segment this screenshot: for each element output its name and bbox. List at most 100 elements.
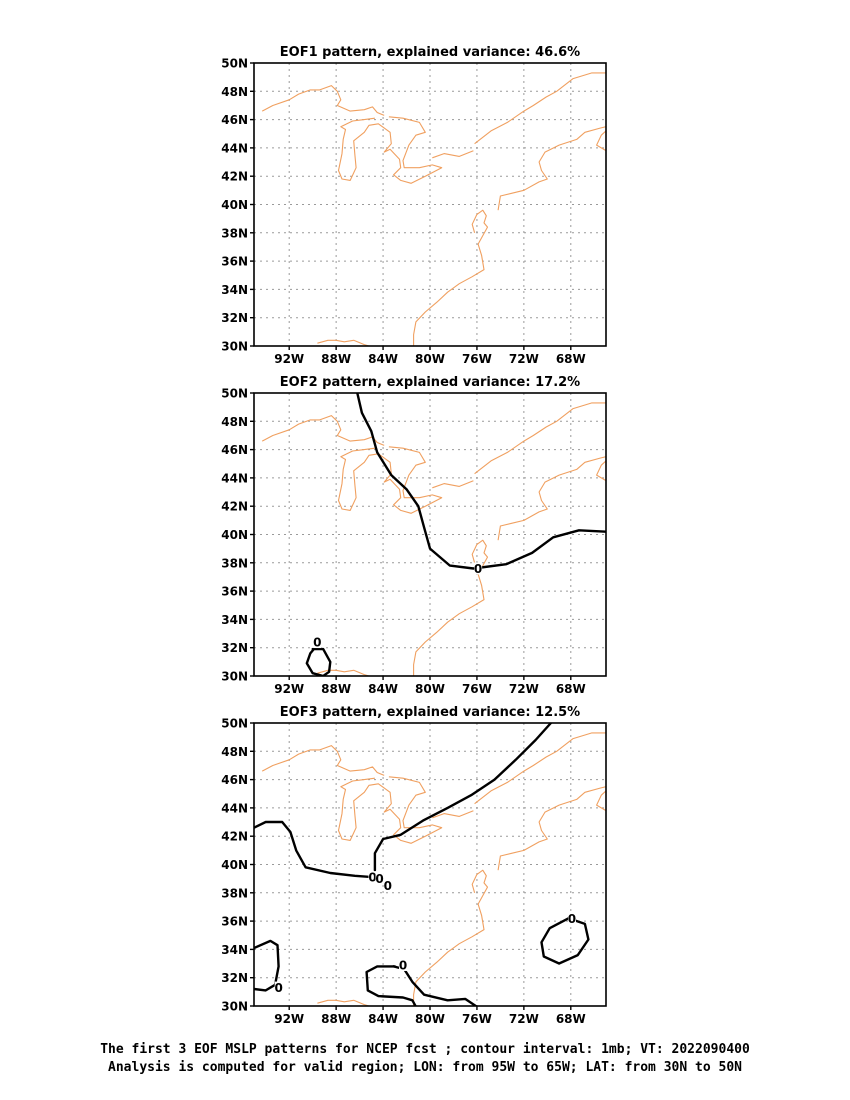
- lon-tick-label: 92W: [274, 682, 304, 696]
- lat-tick-label: 44N: [221, 141, 248, 155]
- eof-panel-2: EOF2 pattern, explained variance: 17.2% 0…: [221, 375, 607, 696]
- contour-line: [540, 917, 590, 965]
- lon-tick-label: 72W: [509, 682, 539, 696]
- coastline: [337, 776, 443, 844]
- lat-tick-label: 30N: [221, 1000, 248, 1014]
- coastline: [432, 810, 474, 819]
- coastline: [261, 415, 385, 446]
- panel-title: EOF3 pattern, explained variance: 12.5%: [280, 705, 580, 720]
- graticule: [254, 62, 606, 347]
- lat-tick-label: 36N: [221, 585, 248, 599]
- lat-tick-label: 38N: [221, 556, 248, 570]
- lat-tick-label: 32N: [221, 641, 248, 655]
- lon-tick-label: 68W: [556, 682, 586, 696]
- contour-label-bg: [474, 562, 483, 575]
- coastline: [596, 130, 606, 152]
- lat-tick-label: 30N: [221, 670, 248, 684]
- lon-tick-label: 84W: [368, 682, 398, 696]
- lon-tick-label: 80W: [415, 352, 445, 366]
- graticule: [254, 392, 606, 677]
- contour-label: 0: [568, 912, 576, 926]
- coastline: [337, 116, 443, 184]
- lat-tick-label: 40N: [221, 198, 248, 212]
- lon-tick-label: 68W: [556, 1012, 586, 1026]
- lat-tick-label: 42N: [221, 830, 248, 844]
- panel-title: EOF2 pattern, explained variance: 17.2%: [280, 375, 580, 390]
- lat-tick-label: 50N: [221, 717, 248, 731]
- lon-tick-label: 92W: [274, 1012, 304, 1026]
- lon-tick-label: 92W: [274, 352, 304, 366]
- contour-label-bg: [399, 958, 408, 971]
- lon-tick-label: 84W: [368, 1012, 398, 1026]
- coastline: [497, 126, 606, 211]
- contour-label: 0: [375, 872, 383, 886]
- lat-tick-label: 48N: [221, 415, 248, 429]
- lat-tick-label: 36N: [221, 915, 248, 929]
- lat-tick-label: 34N: [221, 943, 248, 957]
- contour-label-bg: [313, 636, 322, 649]
- coastline: [413, 869, 489, 1006]
- coastline: [474, 732, 606, 805]
- lat-tick-label: 42N: [221, 500, 248, 514]
- contour-label: 0: [313, 636, 321, 650]
- contour-line: [356, 393, 606, 570]
- coastlines: [261, 402, 606, 676]
- lat-tick-label: 46N: [221, 443, 248, 457]
- lon-tick-label: 72W: [509, 352, 539, 366]
- contour-line: [373, 723, 553, 872]
- contour-line: [365, 965, 417, 1006]
- lat-tick-label: 46N: [221, 773, 248, 787]
- panel-title: EOF1 pattern, explained variance: 46.6%: [280, 45, 580, 60]
- lon-tick-label: 88W: [321, 682, 351, 696]
- coastline: [317, 339, 370, 346]
- eof-panel-3: EOF3 pattern, explained variance: 12.5% 0…: [221, 705, 607, 1026]
- coastline: [317, 999, 370, 1006]
- lat-tick-label: 44N: [221, 801, 248, 815]
- coastline: [432, 150, 474, 159]
- lat-tick-label: 32N: [221, 971, 248, 985]
- contour-label-bg: [368, 871, 377, 884]
- contour-label: 0: [399, 958, 407, 972]
- lat-tick-label: 48N: [221, 745, 248, 759]
- lat-tick-label: 40N: [221, 858, 248, 872]
- graticule: [254, 722, 606, 1007]
- lon-tick-label: 76W: [462, 1012, 492, 1026]
- coastline: [497, 456, 606, 541]
- lon-tick-label: 76W: [462, 682, 492, 696]
- coastline: [261, 85, 385, 116]
- caption-line-1: The first 3 EOF MSLP patterns for NCEP f…: [100, 1042, 750, 1057]
- lat-tick-label: 42N: [221, 170, 248, 184]
- lat-tick-label: 44N: [221, 471, 248, 485]
- contour-label-bg: [383, 879, 392, 892]
- coastlines: [261, 732, 606, 1006]
- contour-label: 0: [274, 981, 282, 995]
- lat-tick-label: 38N: [221, 886, 248, 900]
- contour-label: 0: [384, 879, 392, 893]
- coastline: [497, 786, 606, 871]
- lon-tick-label: 76W: [462, 352, 492, 366]
- coastline: [596, 460, 606, 482]
- contour-line: [305, 643, 332, 676]
- eof-figure: EOF1 pattern, explained variance: 46.6% 5…: [221, 45, 607, 1026]
- lat-tick-label: 34N: [221, 613, 248, 627]
- lat-tick-label: 50N: [221, 387, 248, 401]
- lon-tick-label: 88W: [321, 352, 351, 366]
- coastline: [474, 402, 606, 475]
- coastline: [337, 446, 443, 514]
- coastlines: [261, 72, 606, 346]
- lon-tick-label: 68W: [556, 352, 586, 366]
- lon-tick-label: 88W: [321, 1012, 351, 1026]
- coastline: [317, 669, 370, 676]
- contour-line: [254, 939, 280, 992]
- lat-tick-label: 32N: [221, 311, 248, 325]
- lon-tick-label: 72W: [509, 1012, 539, 1026]
- coastline: [432, 480, 474, 489]
- coastline: [474, 72, 606, 145]
- lat-tick-label: 40N: [221, 528, 248, 542]
- lat-tick-label: 46N: [221, 113, 248, 127]
- coastline: [596, 790, 606, 812]
- contour-label: 0: [368, 871, 376, 885]
- lon-tick-label: 84W: [368, 352, 398, 366]
- lat-tick-label: 36N: [221, 255, 248, 269]
